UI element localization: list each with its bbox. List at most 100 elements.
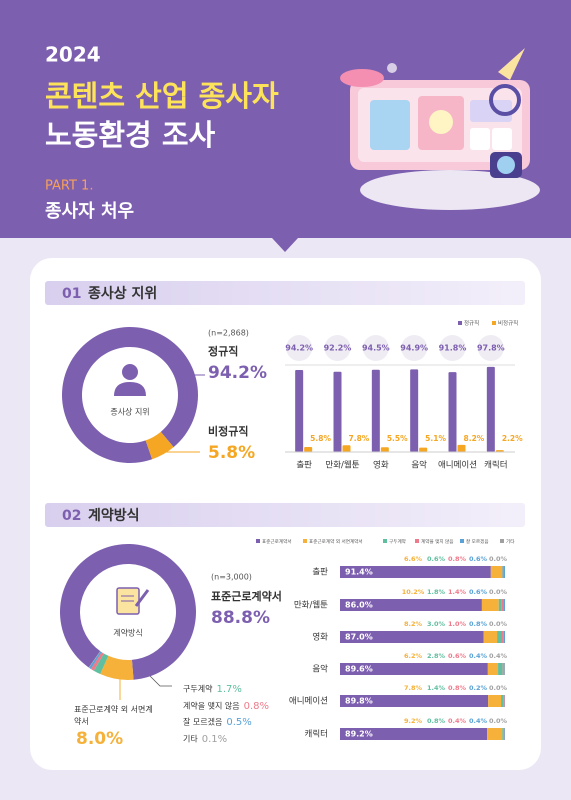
bar-value-label: 9.2%	[404, 717, 423, 725]
legend-swatch	[256, 539, 260, 543]
bar-segment	[498, 663, 503, 675]
bar-value-label: 92.2%	[324, 344, 352, 353]
legend-swatch	[458, 321, 462, 325]
x-tick-label: 캐릭터	[484, 460, 507, 471]
donut-segment	[62, 327, 199, 463]
section-number: 02	[62, 508, 81, 524]
donut-center-label: 계약방식	[113, 628, 142, 638]
bar-segment	[501, 566, 503, 578]
donut-value-label: 0.5%	[226, 717, 251, 728]
bar-segment	[497, 631, 503, 643]
bar-value-label: 2.2%	[502, 434, 523, 443]
donut-category-label: 기타	[183, 735, 198, 744]
donut-segment	[89, 651, 102, 669]
bar-value-label: 94.9%	[400, 344, 428, 353]
bar-value-label: 1.0%	[448, 620, 467, 628]
sample-size: (n=3,000)	[211, 573, 252, 582]
donut-category-label: 정규직	[208, 344, 238, 358]
donut-value-label: 5.8%	[208, 443, 255, 463]
bar-segment	[340, 599, 482, 611]
bar-segment	[501, 695, 504, 707]
label-bubble	[286, 335, 313, 361]
label-bubble	[362, 335, 389, 361]
legend-label: 계약을 맺지 않음	[421, 538, 454, 545]
bar-value-label: 97.8%	[477, 344, 505, 353]
bar-value-label: 1.4%	[448, 588, 467, 596]
bar-segment	[340, 728, 488, 740]
section-bar	[45, 503, 525, 527]
legend-swatch	[500, 539, 504, 543]
legend-swatch	[460, 539, 464, 543]
bar-segment	[502, 566, 505, 578]
bar	[333, 371, 342, 452]
label-bubble	[324, 335, 351, 361]
bar	[486, 366, 495, 452]
bar-segment	[488, 695, 502, 707]
donut-segment	[88, 651, 101, 668]
donut-segment	[93, 653, 109, 675]
label-bubble	[477, 335, 504, 361]
bar-value-label: 0.8%	[469, 620, 488, 628]
bar-segment	[503, 728, 505, 740]
bar-segment	[490, 566, 502, 578]
document-icon	[116, 587, 150, 615]
bar-value-label: 1.8%	[427, 588, 446, 596]
legend-swatch	[303, 539, 307, 543]
bar-segment	[503, 663, 505, 675]
donut-center-label: 종사상 지위	[110, 407, 149, 417]
bar-segment	[340, 663, 488, 675]
bar	[295, 370, 304, 452]
part-label: PART 1.	[45, 179, 93, 194]
bar	[380, 447, 389, 452]
header-title: 노동환경 조사	[45, 118, 215, 152]
bar-segment	[502, 631, 504, 643]
bar-value-label: 0.6%	[448, 652, 467, 660]
bar-value-label: 2.8%	[427, 652, 446, 660]
x-tick-label: 영화	[373, 460, 389, 471]
bar-value-label: 0.0%	[489, 620, 508, 628]
donut-category-label: 잘 모르겠음	[183, 717, 222, 727]
bar-value-label: 0.8%	[427, 717, 446, 725]
bar-value-label: 8.2%	[404, 620, 423, 628]
bar-value-label: 91.4%	[345, 568, 373, 577]
bar-value-label: 0.0%	[489, 684, 508, 692]
legend-swatch	[492, 321, 496, 325]
bar-value-label: 8.2%	[464, 434, 485, 443]
bar-segment	[501, 599, 505, 611]
x-tick-label: 애니메이션	[438, 460, 477, 471]
person-icon	[114, 364, 146, 396]
donut-value-label: 0.8%	[244, 701, 269, 712]
bar-segment	[504, 728, 505, 740]
bar-value-label: 0.0%	[489, 588, 508, 596]
donut-category-label: 비정규직	[208, 424, 248, 438]
bar-value-label: 94.5%	[362, 344, 390, 353]
bar-segment	[504, 599, 505, 611]
bar	[448, 372, 457, 452]
bar-value-label: 6.6%	[404, 555, 423, 563]
donut-value-label: 1.7%	[216, 684, 241, 695]
donut-value-label: 88.8%	[211, 608, 270, 628]
y-tick-label: 캐릭터	[305, 729, 328, 740]
label-bubble	[439, 335, 466, 361]
header-year: 2024	[45, 43, 101, 67]
sample-size: (n=2,868)	[208, 329, 249, 338]
donut-segment	[145, 431, 174, 460]
bar-value-label: 0.6%	[427, 555, 446, 563]
y-tick-label: 출판	[312, 567, 328, 578]
bar-value-label: 7.8%	[349, 434, 370, 443]
bar-segment	[340, 566, 491, 578]
bar-value-label: 7.8%	[404, 684, 423, 692]
bar-segment	[340, 695, 489, 707]
leader-line	[149, 675, 172, 687]
bar-value-label: 0.6%	[469, 555, 488, 563]
bar	[371, 369, 380, 452]
bar-value-label: 0.8%	[448, 555, 467, 563]
donut-category-label: 표준근로계약서	[211, 589, 282, 603]
section-title: 종사상 지위	[88, 286, 157, 302]
bar	[342, 445, 351, 452]
bar-segment	[504, 663, 505, 675]
donut-segment	[90, 652, 104, 671]
donut-category-label: 계약을 맺지 않음	[183, 701, 240, 711]
x-tick-label: 만화/웹툰	[325, 461, 359, 471]
